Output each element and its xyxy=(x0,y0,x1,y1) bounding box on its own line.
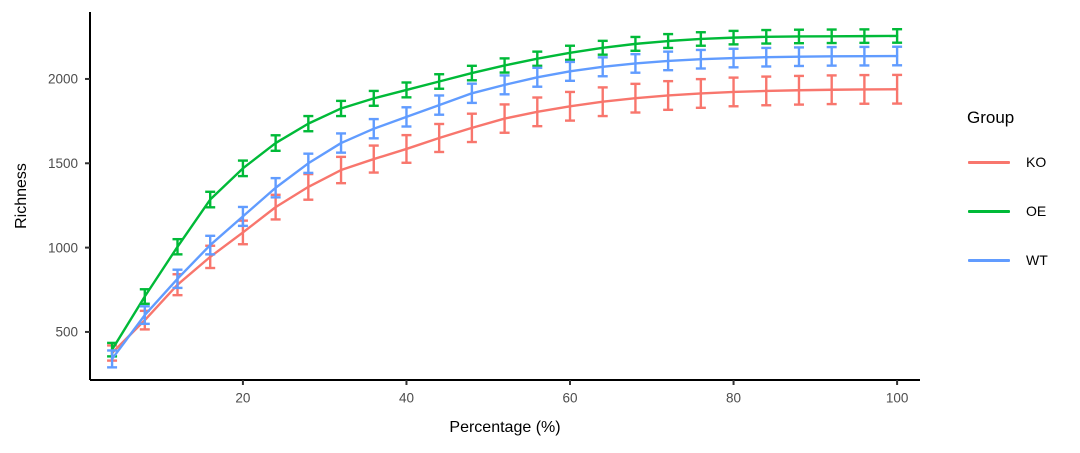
y-axis-title: Richness xyxy=(13,163,30,229)
legend-item-ko: KO xyxy=(966,152,1046,172)
legend-swatch-wt xyxy=(968,258,1010,262)
x-tick-label: 20 xyxy=(235,391,250,406)
x-axis-title: Percentage (%) xyxy=(449,419,561,436)
legend-title: Group xyxy=(967,108,1015,127)
x-tick-label: 60 xyxy=(562,391,577,406)
legend-label-ko: KO xyxy=(1026,154,1047,170)
legend: Group KO OE WT xyxy=(966,108,1078,278)
y-tick-label: 500 xyxy=(55,325,78,340)
legend-swatch-ko xyxy=(968,160,1010,164)
legend-item-wt: WT xyxy=(966,250,1048,270)
y-tick-label: 1500 xyxy=(48,156,78,171)
x-tick-label: 40 xyxy=(399,391,414,406)
legend-label-wt: WT xyxy=(1026,252,1048,268)
legend-swatch-oe xyxy=(968,209,1010,213)
legend-label-oe: OE xyxy=(1026,203,1047,219)
series-errorbars-wt xyxy=(107,45,903,369)
y-tick-label: 2000 xyxy=(48,72,78,87)
x-tick-label: 80 xyxy=(726,391,741,406)
x-tick-label: 100 xyxy=(886,391,909,406)
series-errorbars-oe xyxy=(107,28,903,358)
series-line-wt xyxy=(110,54,899,361)
y-tick-label: 1000 xyxy=(48,240,78,255)
series-errorbars-ko xyxy=(107,73,903,362)
legend-item-oe: OE xyxy=(966,201,1046,221)
